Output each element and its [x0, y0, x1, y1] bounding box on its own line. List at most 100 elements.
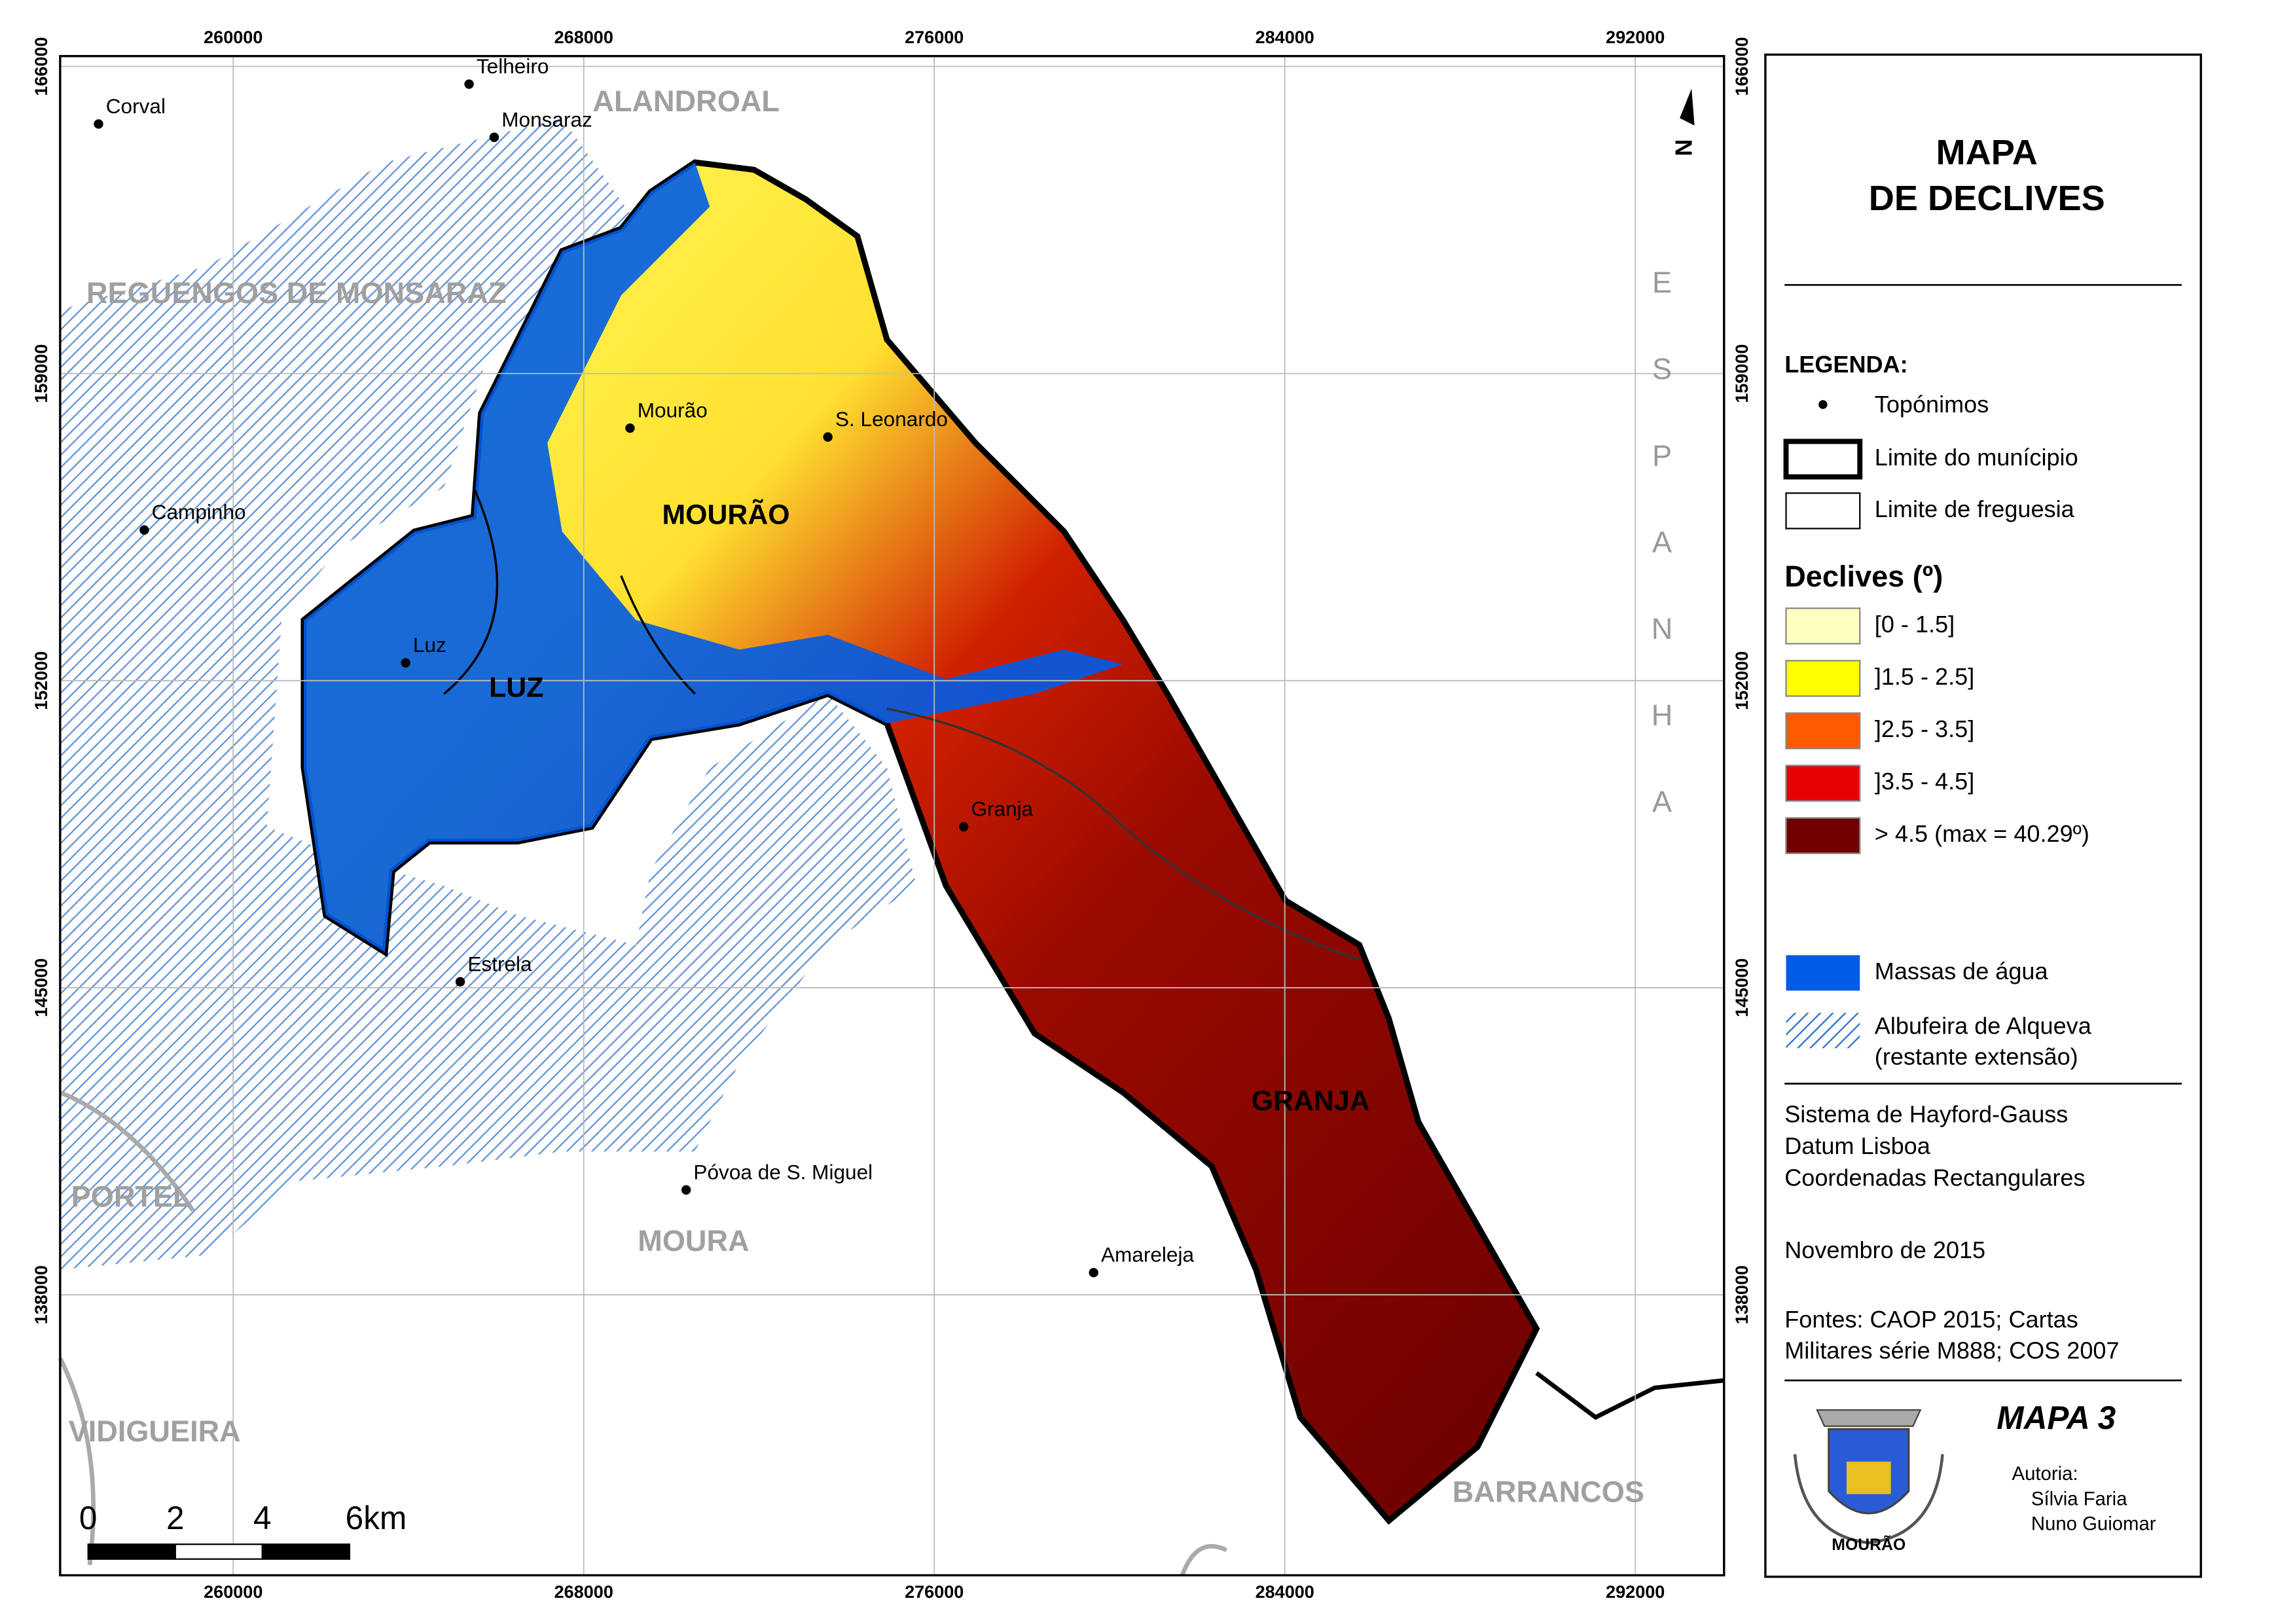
parish-label: MOURÃO — [662, 499, 789, 531]
legend-label: ]1.5 - 2.5] — [1875, 663, 1974, 690]
x-tick-label: 260000 — [204, 27, 262, 47]
legend-heading: Declives (º) — [1784, 560, 1943, 593]
legend-parish-symbol — [1785, 492, 1861, 530]
authorship-line: Sílvia Faria — [2031, 1488, 2127, 1509]
x-tick-label: 292000 — [1606, 27, 1665, 47]
place-label: Corval — [106, 94, 166, 118]
legend-place-symbol — [1818, 400, 1828, 409]
emblem — [1793, 1409, 1944, 1545]
scale-bar-label: 6km — [346, 1500, 407, 1536]
map-border — [59, 55, 1726, 1577]
legend-label: Albufeira de Alqueva — [1875, 1012, 2092, 1039]
region-label: ALANDROAL — [592, 84, 780, 118]
place-label: Campinho — [152, 500, 246, 524]
region-label: PORTEL — [71, 1180, 191, 1213]
x-tick-label: 292000 — [1606, 1582, 1665, 1602]
alqueva-reservoir — [60, 118, 917, 1270]
region-label: MOURA — [638, 1224, 749, 1257]
country-label: ESPANHA — [1646, 266, 1679, 871]
y-tick-label: 152000 — [1732, 651, 1752, 710]
info-line: Coordenadas Rectangulares — [1784, 1164, 2085, 1191]
place-point — [681, 1185, 691, 1195]
scale-bar-label: 0 — [79, 1500, 98, 1536]
x-tick-label: 276000 — [905, 1582, 964, 1602]
legend-label: Limite de freguesia — [1875, 496, 2075, 522]
scale-bar-segment — [87, 1543, 176, 1560]
scale-bar-segment — [174, 1543, 263, 1560]
scale-bar-label: 2 — [166, 1500, 185, 1536]
y-tick-label: 159000 — [1732, 344, 1752, 403]
place-label: S. Leonardo — [835, 407, 948, 431]
scale-bar-label: 4 — [253, 1500, 272, 1536]
parish-boundary — [886, 707, 1360, 961]
place-label: Granja — [971, 797, 1033, 821]
parish-label: LUZ — [489, 672, 543, 704]
border — [1535, 1371, 1725, 1420]
north-label: N — [1671, 139, 1697, 156]
legend-title: MAPA — [1936, 133, 2038, 172]
map-number: MAPA 3 — [1997, 1399, 2116, 1436]
place-label: Monsaraz — [501, 107, 592, 131]
legend-municipality-symbol — [1783, 439, 1863, 480]
parish-label: GRANJA — [1252, 1085, 1370, 1117]
authorship-line: Autoria: — [2012, 1463, 2078, 1485]
x-tick-label: 284000 — [1256, 1582, 1314, 1602]
y-tick-label: 166000 — [31, 37, 51, 96]
y-tick-label: 159000 — [31, 344, 51, 403]
x-tick-label: 284000 — [1256, 27, 1314, 47]
y-tick-label: 145000 — [1732, 958, 1752, 1017]
place-point — [401, 658, 410, 668]
legend-panel — [1764, 53, 2202, 1578]
place-point — [625, 423, 635, 433]
place-point — [958, 821, 969, 832]
x-tick-label: 260000 — [204, 1582, 262, 1602]
legend-title: DE DECLIVES — [1869, 179, 2105, 218]
scale-bar-segment — [261, 1543, 351, 1560]
legend-label: ]3.5 - 4.5] — [1875, 768, 1974, 795]
district-boundary — [58, 1090, 1228, 1576]
legend-label: Topónimos — [1875, 391, 1989, 418]
place-label: Telheiro — [477, 54, 549, 78]
place-point — [464, 79, 474, 89]
water-bodies — [304, 162, 1123, 952]
emblem-label: MOURÃO — [1832, 1536, 1906, 1554]
map-area — [58, 56, 1725, 1576]
place-label: Estrela — [467, 952, 532, 975]
y-tick-label: 138000 — [1732, 1265, 1752, 1324]
x-tick-label: 268000 — [554, 1582, 613, 1602]
place-label: Luz — [413, 633, 446, 657]
y-tick-label: 138000 — [31, 1265, 51, 1324]
place-point — [139, 525, 149, 535]
legend-label: Limite do munícipio — [1875, 444, 2078, 471]
place-label: Mourão — [638, 399, 708, 422]
info-line: Sistema de Hayford-Gauss — [1784, 1101, 2068, 1128]
place-point — [1089, 1267, 1098, 1278]
date: Novembro de 2015 — [1784, 1236, 1985, 1263]
legend-label: ]2.5 - 3.5] — [1875, 715, 1974, 742]
region-label: REGUENGOS DE MONSARAZ — [86, 276, 506, 310]
sources-line: Militares série M888; COS 2007 — [1784, 1337, 2119, 1364]
legend-label: Massas de água — [1875, 958, 2049, 984]
x-tick-label: 276000 — [905, 27, 964, 47]
y-tick-label: 145000 — [31, 958, 51, 1017]
place-label: Amareleja — [1101, 1243, 1195, 1267]
place-point — [823, 432, 833, 442]
legend-label: > 4.5 (max = 40.29º) — [1875, 820, 2089, 847]
region-label: VIDIGUEIRA — [69, 1415, 241, 1448]
legend-label: (restante extensão) — [1875, 1043, 2078, 1070]
y-tick-label: 166000 — [1732, 37, 1752, 96]
legend-swatch — [1785, 765, 1861, 802]
region-label: BARRANCOS — [1453, 1475, 1644, 1508]
sources-line: Fontes: CAOP 2015; Cartas — [1784, 1306, 2078, 1333]
legend-swatch — [1785, 712, 1861, 749]
place-point — [455, 977, 465, 987]
legend-swatch — [1785, 817, 1861, 854]
legend-swatch — [1786, 1013, 1860, 1049]
legend-heading: LEGENDA: — [1784, 351, 1907, 378]
north-arrow — [1680, 88, 1695, 126]
x-tick-label: 268000 — [554, 27, 613, 47]
legend-label: [0 - 1.5] — [1875, 611, 1955, 638]
info-line: Datum Lisboa — [1784, 1132, 1931, 1159]
place-label: Póvoa de S. Miguel — [693, 1160, 873, 1183]
